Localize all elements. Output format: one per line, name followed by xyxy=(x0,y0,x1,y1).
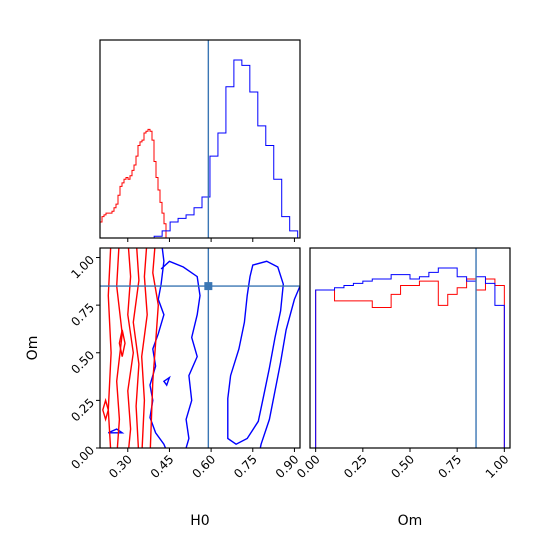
blue-island xyxy=(108,428,125,434)
om-xtick-label: 0.75 xyxy=(435,452,464,481)
blue-inner-contour xyxy=(227,260,285,446)
h0-xtick-label: 0.60 xyxy=(189,452,218,481)
om-xtick-label: 0.25 xyxy=(341,452,370,481)
om-xtick-label: 0.50 xyxy=(388,452,417,481)
red-contour-island xyxy=(102,397,110,422)
x-axis-label-h0: H0 xyxy=(190,513,209,529)
truth-point-marker xyxy=(204,282,213,291)
blue-outer-contour-right xyxy=(259,285,300,448)
red-contour xyxy=(107,248,112,448)
h0-histogram-panel xyxy=(99,39,301,242)
h0-xtick-label: 0.45 xyxy=(148,452,177,481)
red-contour xyxy=(132,248,140,448)
om-histogram-panel: 0.00 0.25 0.50 0.75 1.00 Om xyxy=(294,247,512,529)
red-contour-island xyxy=(118,329,126,357)
red-contour xyxy=(140,248,148,448)
red-contour xyxy=(149,248,160,448)
red-contour xyxy=(127,248,135,448)
blue-island xyxy=(162,375,171,387)
red-contour xyxy=(115,248,123,448)
om-ytick-label: 0.50 xyxy=(68,348,97,377)
x-axis-label-om: Om xyxy=(398,513,423,529)
h0-histogram-frame xyxy=(99,39,301,239)
om-ytick-label: 0.00 xyxy=(68,443,97,472)
om-ytick-label: 1.00 xyxy=(68,253,97,282)
blue-histogram-series xyxy=(153,59,299,238)
h0-xtick-label: 0.30 xyxy=(106,452,135,481)
h0-xtick-label: 0.75 xyxy=(231,452,260,481)
red-histogram-series xyxy=(99,128,167,238)
y-axis-label-om: Om xyxy=(25,336,41,361)
contour-frame xyxy=(99,247,301,449)
om-ytick-label: 0.25 xyxy=(68,396,97,425)
om-xtick-label: 1.00 xyxy=(483,452,512,481)
red-histogram-series xyxy=(315,278,505,448)
blue-outer-contour-mid xyxy=(160,260,201,448)
om-ytick-label: 0.75 xyxy=(68,300,97,329)
om-xtick-label: 0.00 xyxy=(294,452,323,481)
om-vs-h0-contour-panel: 0.30 0.45 0.60 0.75 0.900.000.250.500.751.00… xyxy=(25,247,302,529)
